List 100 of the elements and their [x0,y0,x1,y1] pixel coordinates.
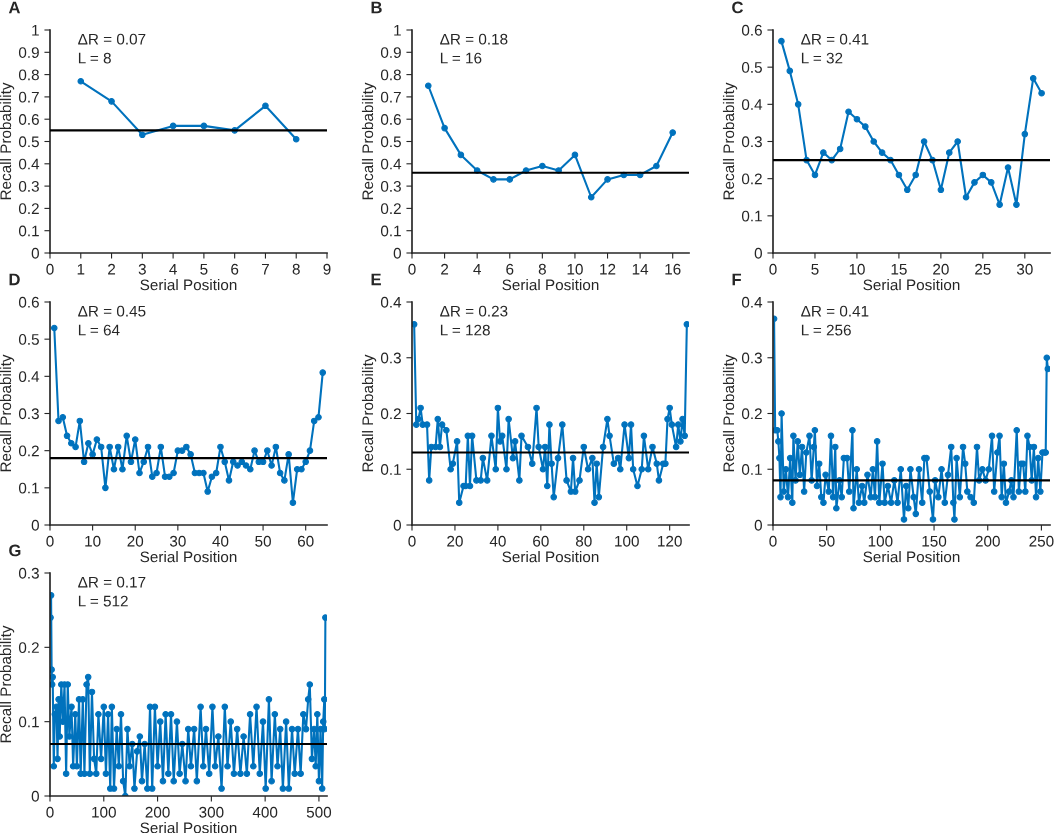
y-axis-title: Recall Probability [0,82,15,200]
chart-title: A [8,1,21,14]
y-tick-label: 0.4 [380,158,402,170]
point [457,151,465,159]
y-tick-label: 1 [32,25,39,36]
x-tick-label: 250 [1029,535,1054,547]
point [962,193,970,201]
x-tick-label: 2 [108,263,116,275]
y-tick-label: 0.5 [18,334,39,345]
y-tick-label: 0.2 [18,445,39,457]
x-axis-title: Serial Position [502,279,599,291]
x-tick-label: 0 [769,263,777,275]
point [139,131,146,139]
point [441,124,448,132]
y-tick-label: 0.4 [741,296,763,308]
y-tick-label: 0.3 [18,180,39,192]
x-tick-label: 40 [489,535,506,547]
y-tick-label: 0 [31,790,39,802]
point [853,115,861,123]
point [539,162,546,170]
point [987,179,995,186]
point [870,138,878,145]
point [912,171,919,179]
y-axis-title: Recall Probability [722,82,738,200]
y-tick-label: 0.5 [18,136,39,148]
y-tick-label: 0.2 [741,408,762,420]
x-tick-label: 0 [46,263,54,275]
x-tick-label: 8 [538,263,546,275]
point [506,176,514,183]
y-tick-label: 0.3 [18,408,39,420]
annotation: L = 16 [440,52,482,64]
x-tick-label: 20 [933,263,949,275]
point [945,149,953,156]
point [862,123,869,130]
chart-title: D [9,273,20,286]
point [1029,75,1037,82]
x-tick-label: 60 [533,535,549,547]
y-tick-label: 0.6 [741,24,762,36]
y-tick-label: 0.6 [18,296,39,308]
annotation: L = 32 [801,52,843,64]
x-tick-label: 0 [408,263,416,275]
y-tick-label: 0.7 [18,91,39,103]
x-tick-label: 25 [975,263,991,275]
x-tick-label: 120 [658,535,682,547]
y-tick-label: 0.1 [741,210,762,222]
x-tick-label: 10 [85,535,101,547]
point [292,135,300,143]
y-tick-label: 0.1 [18,225,39,237]
point [895,171,903,179]
y-axis-title: Recall Probability [722,354,738,472]
annotation: ΔR = 0.45 [78,305,146,317]
annotation: ΔR = 0.07 [78,33,146,45]
point [971,179,978,186]
x-tick-label: 100 [615,535,639,547]
y-axis-title: Recall Probability [0,354,15,472]
annotation: ΔR = 0.18 [440,33,508,45]
y-tick-label: 0 [754,519,762,531]
y-tick-label: 0 [31,519,39,531]
y-tick-label: 0.1 [18,482,39,494]
point [937,186,945,194]
y-tick-label: 0.2 [741,173,762,185]
y-tick-label: 0 [393,247,401,259]
x-tick-label: 15 [891,263,907,275]
annotation: L = 8 [78,52,111,64]
point [1038,89,1045,97]
x-axis-title: Serial Position [140,551,237,563]
y-tick-label: 0.4 [18,371,40,383]
point [820,149,827,156]
x-tick-label: 14 [632,263,649,275]
point [587,193,595,201]
y-tick-label: 0.3 [741,352,762,364]
x-tick-label: 9 [323,263,331,275]
point [904,186,911,194]
point [979,171,987,179]
x-tick-label: 6 [231,263,239,275]
chart-title: B [371,1,382,14]
x-tick-label: 40 [212,535,229,547]
x-tick-label: 500 [306,806,332,818]
point [604,176,611,183]
x-tick-label: 300 [199,806,224,818]
x-tick-label: 30 [169,535,186,547]
chart-title: C [732,1,744,14]
x-tick-label: 50 [255,535,271,547]
y-tick-label: 0.5 [741,62,762,73]
y-axis-title: Recall Probability [361,82,377,200]
x-tick-label: 150 [922,535,947,547]
x-axis-title: Serial Position [863,279,960,291]
point [786,67,794,75]
x-tick-label: 4 [169,263,177,275]
y-tick-label: 0.3 [380,180,401,192]
x-tick-label: 30 [1016,263,1033,275]
y-tick-label: 0.2 [380,203,401,215]
y-tick-label: 0.5 [380,136,401,148]
y-tick-label: 0.7 [380,91,401,103]
y-tick-label: 0.1 [741,464,762,475]
x-tick-label: 0 [769,535,777,547]
point [996,201,1003,208]
point [1021,130,1029,138]
x-tick-label: 5 [811,263,819,275]
x-tick-label: 0 [408,535,416,547]
